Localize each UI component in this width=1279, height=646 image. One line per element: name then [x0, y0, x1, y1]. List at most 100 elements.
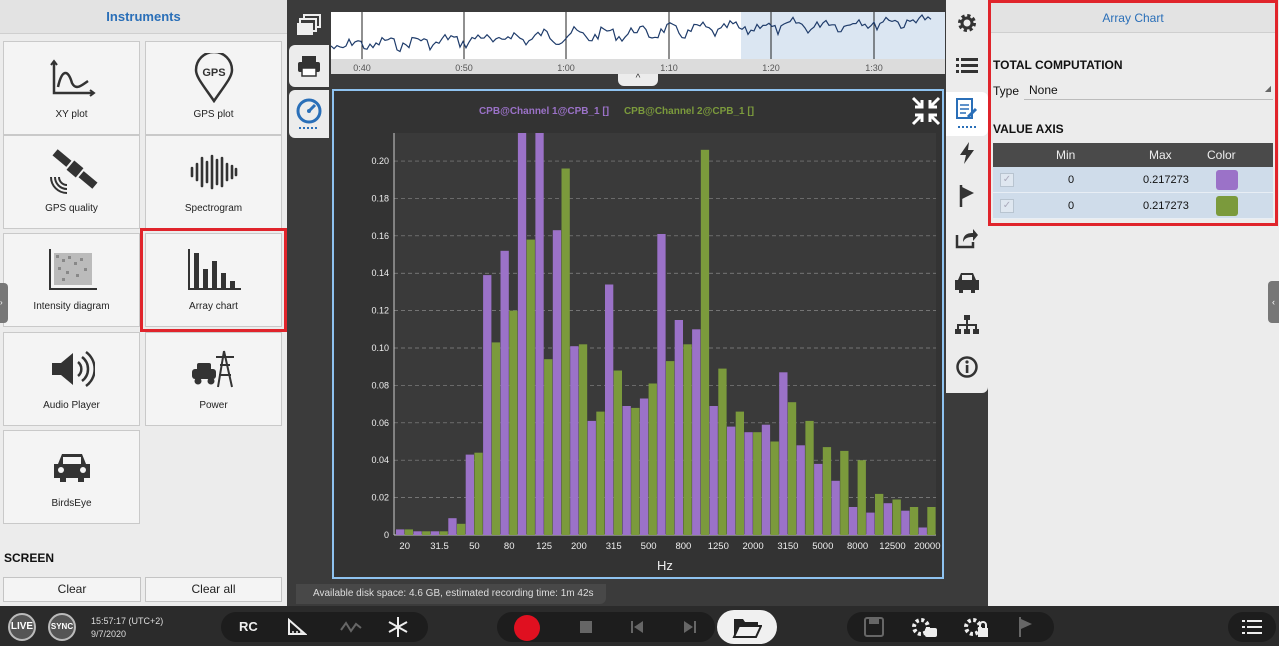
clear-all-button[interactable]: Clear all	[145, 577, 282, 602]
timeline-overview[interactable]: 0:40 0:50 1:00 1:10 1:20 1:30	[331, 12, 945, 74]
max-value[interactable]: 0.217273	[1143, 200, 1189, 212]
menu-button[interactable]	[1242, 619, 1262, 640]
marker-button[interactable]	[946, 176, 988, 216]
setup-save-button[interactable]	[910, 616, 938, 643]
tile-label: Audio Player	[43, 400, 100, 411]
tile-birdseye[interactable]: BirdsEye	[3, 430, 140, 524]
bar-series-1	[657, 234, 666, 535]
tile-power[interactable]: Power	[145, 332, 282, 426]
row-checkbox[interactable]: ✓	[1000, 173, 1014, 187]
cursor-button[interactable]	[287, 617, 308, 641]
bar-series-2	[509, 310, 518, 535]
waveform-icon	[340, 621, 362, 633]
layers-button[interactable]	[289, 5, 329, 47]
flag-icon	[1019, 617, 1032, 637]
trigger-button[interactable]	[946, 133, 988, 173]
y-tick-label: 0.06	[371, 418, 389, 428]
chevron-down-icon: ◢	[1264, 84, 1271, 93]
color-swatch[interactable]	[1216, 170, 1238, 190]
tile-gps-plot[interactable]: GPS GPS plot	[145, 41, 282, 135]
file-tools-group	[847, 612, 1054, 642]
bar-series-2	[544, 359, 553, 535]
skip-forward-icon	[684, 621, 696, 633]
sync-button[interactable]: SYNC	[48, 613, 76, 641]
type-value: None	[1029, 83, 1058, 97]
event-flag-button[interactable]	[1018, 617, 1034, 642]
bar-series-2	[718, 368, 727, 535]
rc-button[interactable]: RC	[239, 619, 258, 634]
print-button[interactable]	[289, 45, 329, 87]
total-computation-label: TOTAL COMPUTATION	[993, 58, 1123, 72]
time-text: 15:57:17 (UTC+2)	[91, 616, 164, 626]
menu-group	[1228, 612, 1276, 642]
tile-intensity-diagram[interactable]: Intensity diagram	[3, 233, 140, 327]
x-tick-label: 3150	[777, 541, 798, 552]
bar-series-2	[439, 531, 448, 535]
table-row[interactable]: ✓ 0 0.217273	[993, 167, 1273, 193]
bar-series-2	[700, 149, 710, 536]
save-button[interactable]	[864, 617, 884, 642]
fullscreen-exit-button[interactable]	[910, 95, 942, 127]
bar-series-2	[909, 507, 919, 535]
list-button[interactable]	[946, 46, 988, 86]
color-swatch[interactable]	[1216, 196, 1238, 216]
freeze-button[interactable]	[388, 617, 408, 642]
tile-array-chart[interactable]: Array chart	[140, 228, 287, 332]
open-folder-button[interactable]	[717, 610, 777, 644]
vehicle-button[interactable]	[946, 262, 988, 302]
save-icon	[864, 617, 884, 637]
type-select[interactable]: None ◢	[1024, 80, 1273, 100]
min-value[interactable]: 0	[1068, 174, 1075, 186]
bar-series-2	[491, 342, 501, 535]
row-checkbox[interactable]: ✓	[1000, 199, 1014, 213]
timeline-collapse-handle[interactable]: ^	[618, 74, 658, 86]
expand-right-handle[interactable]: ‹	[1268, 281, 1279, 323]
layers-icon	[297, 14, 321, 35]
expand-left-handle[interactable]: ›	[0, 283, 8, 323]
info-button[interactable]	[946, 347, 988, 387]
table-row[interactable]: ✓ 0 0.217273	[993, 193, 1273, 219]
tile-spectrogram[interactable]: Spectrogram	[145, 135, 282, 229]
bar-series-2	[404, 529, 413, 535]
timeline-tick: 1:00	[557, 63, 575, 73]
export-button[interactable]	[946, 218, 988, 258]
record-button[interactable]	[514, 615, 540, 641]
tile-xy-plot[interactable]: XY plot	[3, 41, 140, 135]
bar-series-1	[430, 531, 440, 535]
properties-panel: Array Chart TOTAL COMPUTATION Type None ◢…	[988, 0, 1279, 606]
tile-label: GPS quality	[45, 203, 98, 214]
next-button[interactable]	[683, 620, 697, 639]
speaker-icon	[4, 343, 139, 395]
tile-audio-player[interactable]: Audio Player	[3, 332, 140, 426]
menu-list-icon	[1242, 620, 1262, 634]
value-axis-label: VALUE AXIS	[993, 122, 1064, 136]
clear-button[interactable]: Clear	[3, 577, 141, 602]
gauge-button[interactable]	[289, 90, 329, 138]
timeline-tick: 0:50	[455, 63, 473, 73]
settings-button[interactable]	[946, 3, 988, 43]
x-tick-label: 125	[536, 541, 552, 552]
setup-load-button[interactable]	[962, 616, 990, 643]
y-tick-label: 0.02	[371, 493, 389, 503]
min-value[interactable]: 0	[1068, 200, 1075, 212]
array-chart-display[interactable]: 0 0.02 0.04 0.06 0.08 0.10 0.12 0.14 0.16 0.18 0.2…	[332, 89, 944, 579]
stop-button[interactable]	[580, 621, 592, 633]
live-button[interactable]: LIVE	[8, 613, 36, 641]
y-tick-label: 0.12	[371, 306, 389, 316]
tile-gps-quality[interactable]: GPS quality	[3, 135, 140, 229]
bar-series-2	[735, 411, 744, 535]
previous-button[interactable]	[630, 620, 644, 639]
x-tick-label: 50	[469, 541, 480, 552]
max-value[interactable]: 0.217273	[1143, 174, 1189, 186]
gauge-icon	[296, 98, 322, 129]
network-button[interactable]	[946, 305, 988, 345]
print-icon	[298, 56, 320, 77]
instruments-panel: Instruments XY plot GPS GPS plot GPS qua…	[0, 0, 287, 606]
recording-group	[497, 612, 715, 642]
waveform-button[interactable]	[340, 618, 362, 641]
properties-button[interactable]	[946, 92, 988, 136]
bar-series-2	[927, 507, 936, 535]
properties-title: Array Chart	[991, 3, 1275, 33]
bar-series-1	[744, 432, 753, 535]
bar-series-2	[561, 168, 570, 535]
